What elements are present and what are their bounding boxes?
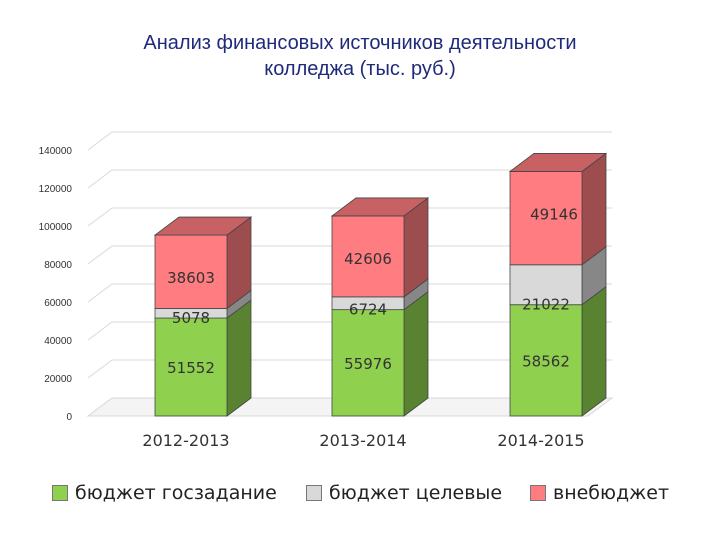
legend-item-vnebyudzhet: внебюджет [530, 482, 669, 504]
legend-swatch [530, 485, 546, 501]
gridline [87, 283, 612, 303]
bar-segment [509, 171, 583, 266]
bar-segment [509, 264, 583, 306]
bar-top [330, 197, 430, 217]
legend-item-goszadanie: бюджет госзадание [52, 482, 277, 504]
y-tick-label: 0 [66, 412, 72, 423]
data-label: 58562 [522, 352, 570, 370]
bar-segment [509, 304, 583, 417]
gridline [87, 245, 612, 265]
data-label: 38603 [167, 269, 215, 287]
legend-label: бюджет госзадание [75, 482, 277, 504]
gridline [87, 131, 612, 151]
y-tick-label: 140000 [39, 146, 73, 157]
data-label: 55976 [344, 355, 392, 373]
data-label: 42606 [344, 250, 392, 268]
bar-side [226, 299, 252, 417]
chart-title: Анализ финансовых источников деятельност… [143, 32, 577, 80]
gridline [87, 207, 612, 227]
legend-label: бюджет целевые [329, 482, 503, 504]
legend-swatch [52, 485, 68, 501]
bar-segment [154, 317, 228, 417]
data-label: 6724 [349, 301, 387, 319]
y-tick-label: 60000 [44, 298, 72, 309]
bar-side [403, 290, 429, 417]
y-tick-label: 120000 [39, 184, 73, 195]
legend-swatch [306, 485, 322, 501]
bar-segment [154, 234, 228, 309]
y-tick-label: 80000 [44, 260, 72, 271]
x-tick-label: 2013-2014 [319, 431, 406, 450]
bar-top [508, 153, 608, 172]
legend-label: внебюджет [553, 482, 670, 504]
gridline [87, 321, 612, 341]
data-label: 51552 [167, 359, 215, 377]
bar-side [581, 152, 607, 266]
data-label: 21022 [522, 296, 570, 314]
y-tick-label: 100000 [39, 222, 73, 233]
bar-segment [331, 215, 405, 298]
gridline [87, 169, 612, 189]
bar-side [581, 285, 607, 417]
bar-segment [331, 309, 405, 417]
data-label: 49146 [530, 205, 578, 223]
chart-legend: бюджет госзадание бюджет целевые внебюдж… [0, 478, 720, 508]
bar-top [153, 216, 253, 236]
y-tick-label: 20000 [44, 374, 72, 385]
y-tick-label: 40000 [44, 336, 72, 347]
x-tick-label: 2012-2013 [142, 431, 229, 450]
legend-item-celevye: бюджет целевые [306, 482, 502, 504]
gridline [87, 359, 612, 379]
data-label: 5078 [172, 309, 210, 327]
x-tick-label: 2014-2015 [497, 431, 584, 450]
